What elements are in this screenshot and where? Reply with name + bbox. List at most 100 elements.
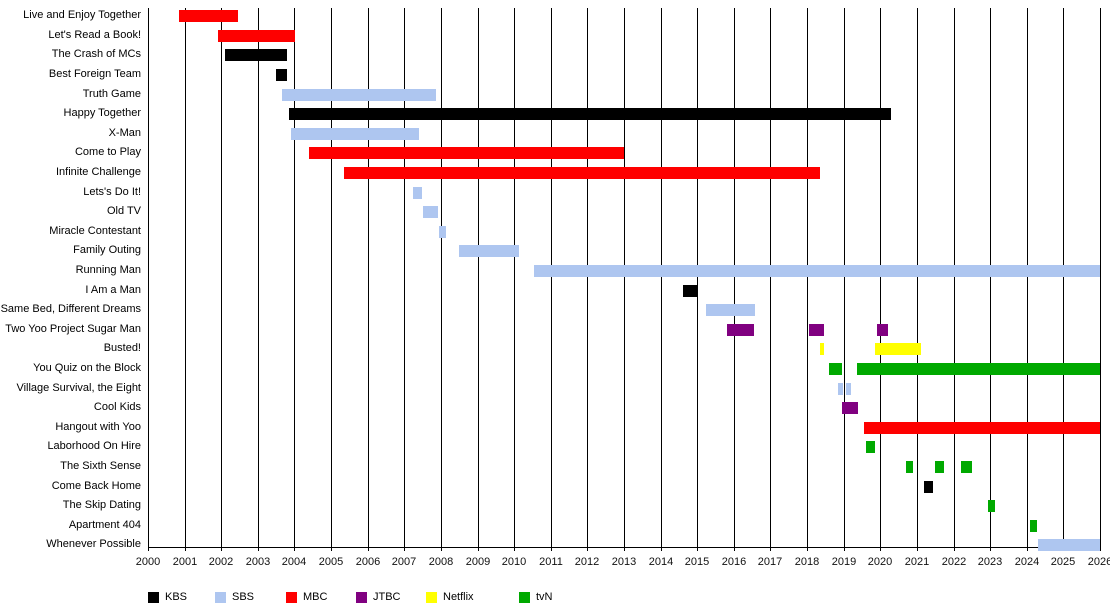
row-label: You Quiz on the Block — [33, 362, 141, 374]
bar-segment — [1030, 520, 1037, 532]
bar-segment — [988, 500, 995, 512]
row-label: Busted! — [103, 342, 141, 354]
year-gridline — [1100, 8, 1101, 551]
bar-segment — [413, 187, 422, 199]
year-gridline — [368, 8, 369, 551]
year-tick-label: 2012 — [574, 556, 600, 568]
year-tick-label: 2003 — [245, 556, 271, 568]
year-gridline — [880, 8, 881, 551]
row-label: Apartment 404 — [68, 519, 141, 531]
year-gridline — [1027, 8, 1028, 551]
bar-segment — [179, 10, 238, 22]
year-tick-label: 2004 — [281, 556, 307, 568]
row-label: Come to Play — [74, 146, 141, 158]
bar-segment — [727, 324, 754, 336]
bar-segment — [875, 343, 921, 355]
legend-swatch — [356, 592, 367, 603]
legend-label: JTBC — [373, 591, 401, 603]
bar-segment — [829, 363, 842, 375]
year-tick-label: 2014 — [648, 556, 674, 568]
bar-segment — [282, 89, 436, 101]
year-tick-label: 2017 — [757, 556, 783, 568]
year-gridline — [807, 8, 808, 551]
year-tick-label: 2015 — [684, 556, 710, 568]
year-gridline — [734, 8, 735, 551]
year-gridline — [770, 8, 771, 551]
year-gridline — [148, 8, 149, 551]
bar-segment — [846, 383, 851, 395]
year-gridline — [587, 8, 588, 551]
year-tick-label: 2023 — [977, 556, 1003, 568]
legend-label: Netflix — [443, 591, 474, 603]
year-tick-label: 2020 — [867, 556, 893, 568]
bar-segment — [809, 324, 824, 336]
legend-label: tvN — [536, 591, 553, 603]
legend-swatch — [519, 592, 530, 603]
year-gridline — [514, 8, 515, 551]
row-label: Live and Enjoy Together — [23, 9, 141, 21]
legend-swatch — [426, 592, 437, 603]
bar-segment — [866, 441, 875, 453]
row-label: Come Back Home — [51, 480, 141, 492]
row-label: Laborhood On Hire — [47, 440, 141, 452]
legend-label: KBS — [165, 591, 188, 603]
year-tick-label: 2010 — [501, 556, 527, 568]
year-tick-label: 2007 — [391, 556, 417, 568]
row-label: I Am a Man — [85, 284, 141, 296]
year-gridline — [258, 8, 259, 551]
bar-segment — [935, 461, 944, 473]
bar-segment — [906, 461, 913, 473]
bar-segment — [225, 49, 287, 61]
bar-segment — [344, 167, 820, 179]
year-tick-label: 2009 — [465, 556, 491, 568]
row-label: X-Man — [108, 127, 141, 139]
year-gridline — [624, 8, 625, 551]
row-label: Cool Kids — [93, 401, 141, 413]
year-gridline — [478, 8, 479, 551]
row-label: The Crash of MCs — [51, 48, 141, 60]
year-tick-label: 2016 — [721, 556, 747, 568]
row-label: Infinite Challenge — [55, 166, 141, 178]
year-tick-label: 2022 — [941, 556, 967, 568]
row-label: Running Man — [75, 264, 141, 276]
year-tick-label: 2008 — [428, 556, 454, 568]
year-gridline — [990, 8, 991, 551]
year-tick-label: 2024 — [1014, 556, 1040, 568]
year-gridline — [661, 8, 662, 551]
legend-swatch — [148, 592, 159, 603]
year-gridline — [331, 8, 332, 551]
bar-segment — [857, 363, 1100, 375]
legend-swatch — [286, 592, 297, 603]
year-gridline — [221, 8, 222, 551]
bar-segment — [459, 245, 519, 257]
bar-segment — [276, 69, 287, 81]
year-gridline — [185, 8, 186, 551]
bar-segment — [289, 108, 891, 120]
year-tick-label: 2006 — [355, 556, 381, 568]
bar-segment — [534, 265, 1100, 277]
year-gridline — [441, 8, 442, 551]
year-gridline — [697, 8, 698, 551]
bar-segment — [423, 206, 438, 218]
row-label: Two Yoo Project Sugar Man — [5, 323, 141, 335]
year-tick-label: 2013 — [611, 556, 637, 568]
row-label: Same Bed, Different Dreams — [0, 303, 141, 315]
year-gridline — [917, 8, 918, 551]
bar-segment — [961, 461, 972, 473]
year-tick-label: 2018 — [794, 556, 820, 568]
row-label: Truth Game — [82, 88, 141, 100]
year-gridline — [294, 8, 295, 551]
year-gridline — [844, 8, 845, 551]
row-label: The Sixth Sense — [60, 460, 141, 472]
row-label: The Skip Dating — [62, 499, 141, 511]
year-tick-label: 2019 — [831, 556, 857, 568]
row-label: Family Outing — [73, 244, 141, 256]
legend-swatch — [215, 592, 226, 603]
row-label: Happy Together — [63, 107, 141, 119]
legend-label: SBS — [232, 591, 255, 603]
year-tick-label: 2001 — [172, 556, 198, 568]
year-gridline — [404, 8, 405, 551]
bar-segment — [838, 383, 843, 395]
row-label: Best Foreign Team — [48, 68, 141, 80]
